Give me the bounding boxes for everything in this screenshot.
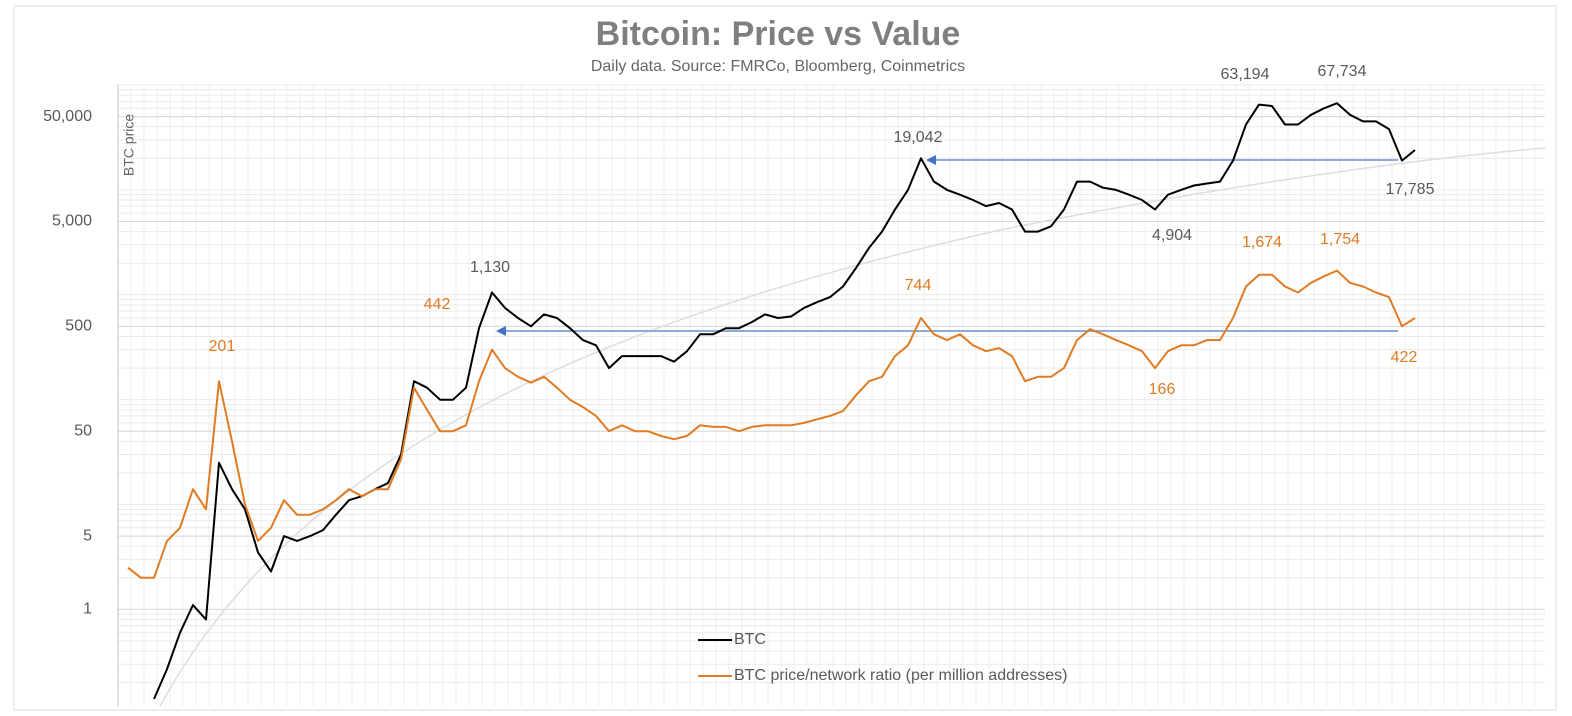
annotation: 4,904	[1152, 227, 1192, 244]
series-group	[127, 102, 1416, 700]
annotation: 17,785	[1386, 181, 1435, 198]
annotation: 1,674	[1242, 234, 1282, 251]
y-tick-label: 1	[83, 601, 92, 618]
annotation: 1,754	[1320, 231, 1360, 248]
legend: BTC BTC price/network ratio (per million …	[698, 631, 1067, 684]
chart-subtitle: Daily data. Source: FMRCo, Bloomberg, Co…	[591, 58, 965, 75]
arrow-head	[926, 155, 936, 165]
annotation: 63,194	[1221, 66, 1270, 83]
annotation: 201	[209, 338, 236, 355]
chart-title: Bitcoin: Price vs Value	[596, 15, 961, 53]
y-tick-label: 50	[74, 422, 92, 439]
frame	[13, 5, 1557, 711]
y-tick-label: 500	[65, 318, 92, 335]
legend-label: BTC	[734, 631, 766, 648]
annotation: 442	[424, 296, 451, 313]
annotation: 744	[905, 277, 932, 294]
annotation: 19,042	[894, 129, 943, 146]
arrow-head	[496, 326, 506, 336]
trend-curve	[159, 147, 1546, 707]
grid: 1 5 50 500 5,000 50,000	[43, 84, 1545, 706]
annotations: 201 442 1,130 19,042 744 63,194 67,734 17,785 4,…	[209, 63, 1435, 398]
y-tick-label: 5,000	[52, 213, 92, 230]
legend-label: BTC price/network ratio (per million add…	[734, 667, 1067, 684]
annotation: 1,130	[470, 259, 510, 276]
y-axis-label: BTC price	[121, 114, 137, 176]
annotation: 166	[1149, 381, 1176, 398]
y-tick-label: 50,000	[43, 108, 92, 125]
y-tick-label: 5	[83, 527, 92, 544]
series-line	[127, 269, 1416, 579]
annotation: 67,734	[1318, 63, 1367, 80]
annotation: 422	[1391, 349, 1418, 366]
